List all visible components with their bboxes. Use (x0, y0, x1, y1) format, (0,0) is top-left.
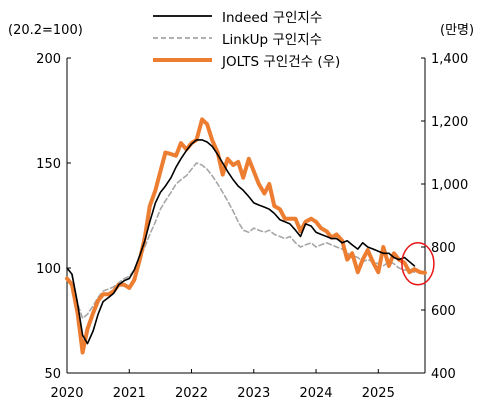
legend-indeed-label: Indeed 구인지수 (222, 10, 322, 26)
right-tick-label: 1,400 (431, 52, 468, 67)
left-axis-unit: (20.2=100) (8, 23, 83, 38)
right-tick-label: 800 (431, 241, 456, 256)
x-tick-label: 2022 (175, 386, 208, 401)
x-tick-label: 2024 (299, 386, 332, 401)
right-tick-label: 1,000 (431, 178, 468, 193)
right-tick-label: 600 (431, 304, 456, 319)
left-tick-label: 100 (36, 262, 61, 277)
x-tick-label: 2020 (50, 386, 83, 401)
left-tick-label: 50 (44, 367, 61, 382)
x-tick-label: 2021 (113, 386, 146, 401)
x-tick-label: 2023 (237, 386, 270, 401)
legend-linkup-label: LinkUp 구인지수 (222, 32, 322, 48)
axes-layer: (20.2=100) (만명) 50 100 150 200 400 600 800 1,000 1… (8, 23, 474, 401)
indeed-series-line (66, 139, 416, 345)
left-tick-label: 150 (36, 157, 61, 172)
annotation-layer (401, 242, 435, 286)
highlight-circle (401, 242, 435, 286)
right-tick-label: 400 (431, 367, 456, 382)
jolts-series-line (65, 117, 427, 355)
series-layer (65, 117, 427, 355)
right-tick-label: 1,200 (431, 115, 468, 130)
x-tick-label: 2025 (362, 386, 395, 401)
left-tick-label: 200 (36, 52, 61, 67)
right-axis-unit: (만명) (440, 23, 474, 38)
legend: Indeed 구인지수 LinkUp 구인지수 JOLTS 구인건수 (우) (153, 10, 340, 70)
linkup-series-line (66, 162, 416, 320)
legend-jolts-label: JOLTS 구인건수 (우) (221, 54, 340, 70)
